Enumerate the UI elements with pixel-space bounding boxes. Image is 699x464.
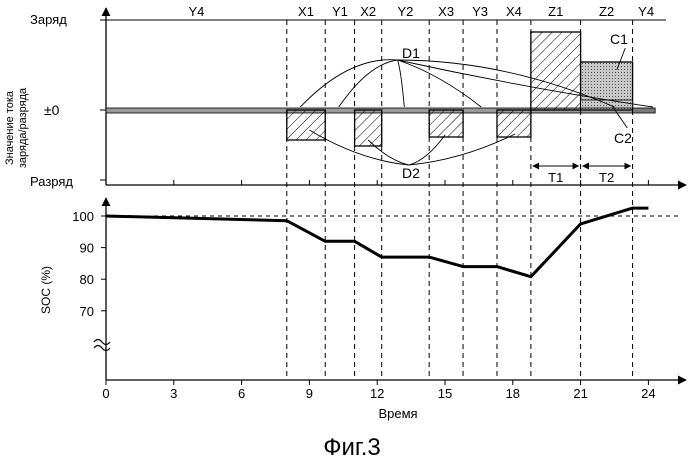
period-label-t1: T1: [548, 170, 563, 185]
soc-y-tick-label-100: 100: [72, 209, 94, 224]
soc-x-tick-label-18: 18: [506, 386, 520, 401]
figure-caption: Фиг.3: [323, 434, 381, 461]
interval-label-x1-1: X1: [298, 4, 314, 19]
d2-callout-line: [409, 134, 515, 165]
soc-x-tick-label-9: 9: [306, 386, 313, 401]
period-label-t2: T2: [599, 170, 614, 185]
soc-y-tick-label-80: 80: [80, 272, 94, 287]
top-ylabel-line2: заряда/разряда: [17, 87, 29, 168]
interval-label-y4-10: Y4: [638, 4, 654, 19]
annotation-d2: D2: [402, 165, 420, 181]
soc-x-tick-label-21: 21: [573, 386, 587, 401]
discharge-block-3: [429, 110, 463, 137]
interval-label-x4-7: X4: [506, 4, 522, 19]
d1-callout-line: [398, 60, 405, 107]
top-ylabel-line1: Значение тока: [4, 90, 16, 165]
chart-marks: Y4 X1 Y1 X2 Y2 X3 Y3 X4 Z1 Z2 Y4 T1 T2 70 80 90 100 0 3 6 9 1…: [72, 4, 686, 401]
charge-block-1: [531, 32, 581, 110]
soc-ylabel: SOC (%): [39, 266, 53, 314]
interval-label-z1-8: Z1: [548, 4, 563, 19]
annotation-d1: D1: [402, 45, 420, 61]
zero-baseline-tail: [633, 108, 656, 113]
d1-callout-line: [300, 60, 397, 107]
interval-label-z2-9: Z2: [599, 4, 614, 19]
level-zero-label: ±0: [44, 102, 60, 118]
soc-y-tick-label-70: 70: [80, 304, 94, 319]
discharge-block-4: [497, 110, 531, 137]
annotation-c2: C2: [614, 130, 632, 146]
axis-break-icon: [94, 340, 110, 351]
level-charge-label: Заряд: [30, 12, 67, 27]
soc-x-tick-label-24: 24: [641, 386, 655, 401]
x-axis-label: Время: [378, 406, 417, 421]
soc-x-tick-label-0: 0: [102, 386, 109, 401]
interval-label-y3-6: Y3: [472, 4, 488, 19]
level-discharge-label: Разряд: [30, 174, 73, 189]
interval-label-x2-3: X2: [360, 4, 376, 19]
soc-series-line: [106, 208, 648, 277]
interval-label-y4-0: Y4: [188, 4, 204, 19]
soc-x-tick-label-15: 15: [438, 386, 452, 401]
soc-x-tick-label-3: 3: [170, 386, 177, 401]
d1-callout-line: [398, 60, 482, 107]
d1-callout-line: [339, 60, 398, 107]
soc-y-tick-label-90: 90: [80, 241, 94, 256]
soc-x-tick-label-6: 6: [238, 386, 245, 401]
annotation-c1: C1: [610, 31, 628, 47]
interval-label-y2-4: Y2: [397, 4, 413, 19]
interval-label-x3-5: X3: [438, 4, 454, 19]
interval-label-y1-2: Y1: [332, 4, 348, 19]
soc-x-tick-label-12: 12: [370, 386, 384, 401]
